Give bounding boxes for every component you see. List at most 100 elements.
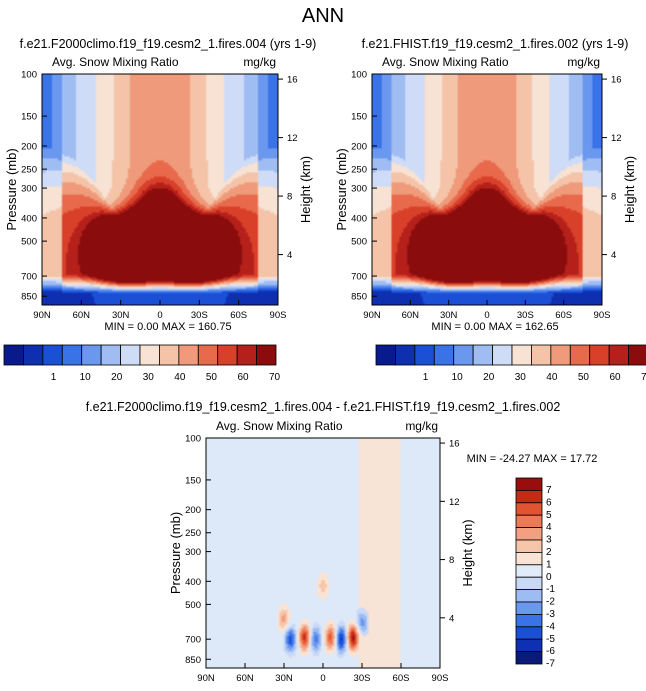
y2-tick-label: 16 [449,439,460,450]
colorbar-label: 40 [546,372,558,383]
y-tick-label: 850 [185,655,201,666]
chart-panel-3: f.e21.F2000climo.f19_f19.cesm2_1.fires.0… [86,400,598,684]
x-tick-label: 0 [157,310,162,321]
y-tick-label: 700 [185,635,201,646]
colorbar-swatch [515,614,543,628]
colorbar-swatch [42,344,63,366]
colorbar-swatch [589,344,610,366]
x-tick-label: 90S [270,310,287,321]
y2-tick-label: 4 [611,250,616,261]
y2-tick-label: 16 [611,75,622,86]
y2-tick-label: 8 [449,555,454,566]
colorbar-label: 7 [546,485,552,496]
colorbar-label: 10 [452,372,464,383]
colorbar-label: -4 [546,621,555,632]
colorbar-swatch [3,344,24,366]
y-axis-label: Pressure (mb) [168,512,183,594]
y-tick-label: 500 [351,237,367,248]
colorbar-swatch [515,502,543,516]
y-tick-label: 400 [185,577,201,588]
y-axis-label: Pressure (mb) [4,148,19,230]
colorbar-label: -7 [546,659,555,670]
x-tick-label: 60S [555,310,572,321]
panels: f.e21.F2000climo.f19_f19.cesm2_1.fires.0… [3,37,646,684]
x-tick-label: 90S [432,673,449,684]
x-tick-label: 30N [112,310,130,321]
colorbar-swatch [515,564,543,578]
y-tick-label: 200 [185,505,201,516]
min-max-label: MIN = -24.27 MAX = 17.72 [467,453,598,465]
colorbar-label: 30 [515,372,527,383]
chart-panel-1: f.e21.F2000climo.f19_f19.cesm2_1.fires.0… [3,37,316,383]
x-tick-label: 30S [354,673,371,684]
colorbar-label: 40 [174,372,186,383]
colorbar-label: 10 [80,372,92,383]
y-tick-label: 300 [21,184,37,195]
colorbar-swatch [531,344,552,366]
figure-title: ANN [302,5,344,27]
panel-title: f.e21.F2000climo.f19_f19.cesm2_1.fires.0… [86,400,561,414]
colorbar-swatch [375,344,396,366]
y-tick-label: 250 [351,165,367,176]
min-max-label: MIN = 0.00 MAX = 160.75 [104,321,231,333]
colorbar-label: 60 [609,372,621,383]
y-tick-label: 100 [185,434,201,445]
panel-subtitle: Avg. Snow Mixing Ratio [216,419,343,433]
colorbar: 1 10 20 30 40 50 60 70 [375,344,646,383]
x-tick-label: 60N [236,673,254,684]
colorbar-label: 20 [483,372,495,383]
colorbar-swatch [472,344,493,366]
panel-subtitle: Avg. Snow Mixing Ratio [382,55,509,69]
y-tick-label: 250 [185,528,201,539]
colorbar-label: -5 [546,634,555,645]
colorbar-swatch [515,489,543,504]
colorbar-swatch [515,589,543,603]
colorbar-label: 60 [237,372,249,383]
colorbar-swatch [256,344,277,366]
heatmap-field [206,438,440,668]
colorbar-swatch [515,601,543,615]
y-tick-label: 400 [351,213,367,224]
y-axis-label: Pressure (mb) [334,148,349,230]
colorbar-swatch [453,344,474,366]
colorbar-label: 70 [641,372,646,383]
colorbar-swatch [178,344,199,366]
colorbar-swatch [515,651,543,665]
colorbar-label: 70 [269,372,281,383]
colorbar-swatch [159,344,180,366]
colorbar-label: 5 [546,510,552,521]
colorbar: 76 54 321 0-1 -2-3-4 -5-6 -7 [515,477,555,670]
colorbar-label: 20 [111,372,123,383]
x-tick-label: 60S [230,310,247,321]
heatmap-field [372,74,602,305]
colorbar: 1 10 20 30 40 50 60 70 [3,344,281,383]
colorbar-label: 50 [578,372,590,383]
y-tick-label: 850 [351,292,367,303]
y2-tick-label: 12 [449,497,460,508]
y-tick-label: 200 [351,141,367,152]
y2-tick-label: 4 [449,613,454,624]
panel-units: mg/kg [567,55,600,69]
y-tick-label: 400 [21,213,37,224]
y-tick-label: 150 [351,112,367,123]
y2-tick-label: 8 [611,192,616,203]
colorbar-swatch [139,344,160,366]
colorbar-swatch [511,344,532,366]
colorbar-label: 0 [546,572,552,583]
y2-tick-label: 8 [287,192,292,203]
colorbar-swatch [100,344,121,366]
y2-tick-label: 4 [287,250,292,261]
colorbar-label: -3 [546,609,555,620]
y-tick-label: 300 [185,547,201,558]
y2-axis-label: Height (km) [622,156,637,223]
x-tick-label: 30N [275,673,293,684]
colorbar-swatch [217,344,238,366]
x-tick-label: 90N [33,310,51,321]
y-tick-label: 100 [351,70,367,81]
colorbar-swatch [608,344,629,366]
chart-panel-2: f.e21.FHIST.f19_f19.cesm2_1.fires.002 (y… [334,37,646,383]
colorbar-label: 3 [546,535,552,546]
colorbar-swatch [61,344,83,366]
colorbar-swatch [515,576,543,591]
x-tick-label: 90N [197,673,215,684]
